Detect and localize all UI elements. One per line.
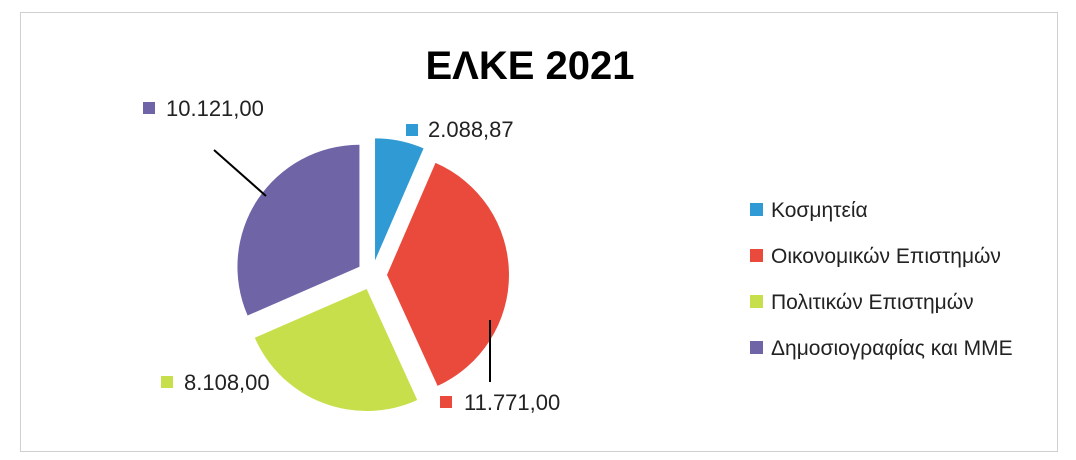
data-label-text-dimosiografias-kai-mme: 10.121,00 (166, 96, 264, 121)
legend-item-politikon-epistimon: Πολιτικών Επιστημών (750, 291, 974, 314)
data-labels: 2.088,87 11.771,00 8.108,00 10.121,00 (143, 96, 560, 415)
legend-label-kosmiteia: Κοσμητεία (771, 199, 868, 222)
legend-swatch-oikonomikon-epistimon (750, 249, 763, 262)
data-label-dimosiografias-kai-mme: 10.121,00 (143, 96, 264, 121)
legend: Κοσμητεία Οικονομικών Επιστημών Πολιτικώ… (750, 199, 1013, 360)
pie-slice-kosmiteia (375, 138, 424, 261)
data-label-marker-politikon-epistimon (161, 376, 173, 388)
data-label-text-politikon-epistimon: 8.108,00 (184, 370, 270, 395)
legend-item-kosmiteia: Κοσμητεία (750, 199, 868, 222)
data-label-kosmiteia: 2.088,87 (406, 117, 514, 142)
data-label-marker-dimosiografias-kai-mme (143, 102, 155, 114)
legend-item-oikonomikon-epistimon: Οικονομικών Επιστημών (750, 245, 1001, 268)
pie-slice-oikonomikon-epistimon (386, 162, 509, 386)
legend-swatch-politikon-epistimon (750, 295, 763, 308)
data-label-text-oikonomikon-epistimon: 11.771,00 (464, 390, 560, 415)
legend-item-dimosiografias-kai-mme: Δημοσιογραφίας και ΜΜΕ (750, 337, 1013, 360)
legend-label-oikonomikon-epistimon: Οικονομικών Επιστημών (771, 245, 1001, 268)
legend-label-dimosiografias-kai-mme: Δημοσιογραφίας και ΜΜΕ (771, 337, 1013, 360)
legend-swatch-dimosiografias-kai-mme (750, 341, 763, 354)
pie-slices (237, 138, 509, 412)
data-label-text-kosmiteia: 2.088,87 (428, 117, 514, 142)
leader-lines (213, 149, 491, 382)
chart-frame (20, 12, 1058, 452)
data-label-politikon-epistimon: 8.108,00 (161, 370, 270, 395)
legend-swatch-kosmiteia (750, 203, 763, 216)
legend-label-politikon-epistimon: Πολιτικών Επιστημών (771, 291, 974, 314)
data-label-oikonomikon-epistimon: 11.771,00 (440, 390, 560, 415)
chart-title: ΕΛΚΕ 2021 (425, 44, 634, 88)
pie-slice-dimosiografias-kai-mme (237, 144, 360, 316)
data-label-marker-kosmiteia (406, 124, 418, 136)
leader-line-dimosiografias-kai-mme (213, 149, 267, 197)
pie-slice-politikon-epistimon (254, 289, 418, 412)
data-label-marker-oikonomikon-epistimon (440, 396, 452, 408)
